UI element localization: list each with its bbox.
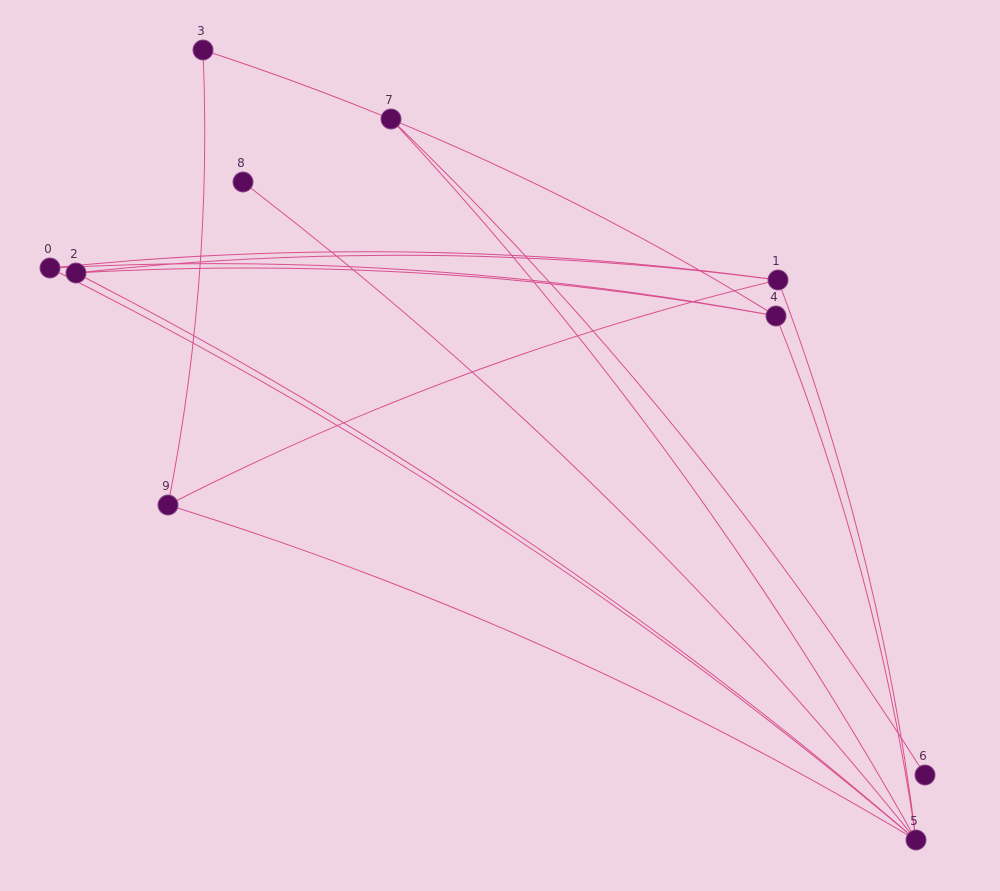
node-7-label: 7 bbox=[385, 93, 393, 107]
node-layer: 0 1 2 3 4 5 6 7 8 9 bbox=[39, 24, 936, 851]
edge-3-9 bbox=[167, 49, 206, 506]
edge-0-4 bbox=[49, 263, 777, 317]
node-9-marker[interactable] bbox=[157, 494, 179, 516]
node-1-label: 1 bbox=[772, 254, 780, 268]
edge-4-5 bbox=[775, 315, 917, 841]
node-5-label: 5 bbox=[910, 814, 918, 828]
node-2[interactable]: 2 bbox=[65, 247, 87, 284]
edge-2-4 bbox=[75, 267, 777, 317]
node-4-marker[interactable] bbox=[765, 305, 787, 327]
node-5-marker[interactable] bbox=[905, 829, 927, 851]
node-6-label: 6 bbox=[919, 749, 927, 763]
node-0-marker[interactable] bbox=[39, 257, 61, 279]
node-0-label: 0 bbox=[44, 242, 52, 256]
edge-0-5 bbox=[49, 267, 917, 841]
node-0[interactable]: 0 bbox=[39, 242, 61, 279]
edge-9-5 bbox=[167, 504, 917, 841]
node-3[interactable]: 3 bbox=[192, 24, 214, 61]
edge-1-5 bbox=[777, 279, 917, 841]
node-6[interactable]: 6 bbox=[914, 749, 936, 786]
edge-7-6 bbox=[390, 118, 926, 776]
node-2-label: 2 bbox=[70, 247, 78, 261]
node-2-marker[interactable] bbox=[65, 262, 87, 284]
node-3-label: 3 bbox=[197, 24, 205, 38]
edge-7-5 bbox=[390, 118, 917, 841]
edge-3-4 bbox=[202, 49, 777, 317]
node-8-label: 8 bbox=[237, 156, 245, 170]
node-8[interactable]: 8 bbox=[232, 156, 254, 193]
node-6-marker[interactable] bbox=[914, 764, 936, 786]
node-7-marker[interactable] bbox=[380, 108, 402, 130]
edge-layer bbox=[49, 49, 926, 841]
node-7[interactable]: 7 bbox=[380, 93, 402, 130]
node-1-marker[interactable] bbox=[767, 269, 789, 291]
node-5[interactable]: 5 bbox=[905, 814, 927, 851]
edge-2-5 bbox=[75, 272, 917, 841]
node-3-marker[interactable] bbox=[192, 39, 214, 61]
edge-8-5 bbox=[242, 181, 917, 841]
node-9[interactable]: 9 bbox=[157, 479, 179, 516]
edge-9-1 bbox=[167, 279, 779, 506]
node-4[interactable]: 4 bbox=[765, 290, 787, 327]
node-8-marker[interactable] bbox=[232, 171, 254, 193]
edge-0-1 bbox=[49, 251, 779, 281]
node-4-label: 4 bbox=[770, 290, 778, 304]
node-9-label: 9 bbox=[162, 479, 170, 493]
edge-2-1 bbox=[75, 254, 779, 281]
node-1[interactable]: 1 bbox=[767, 254, 789, 291]
